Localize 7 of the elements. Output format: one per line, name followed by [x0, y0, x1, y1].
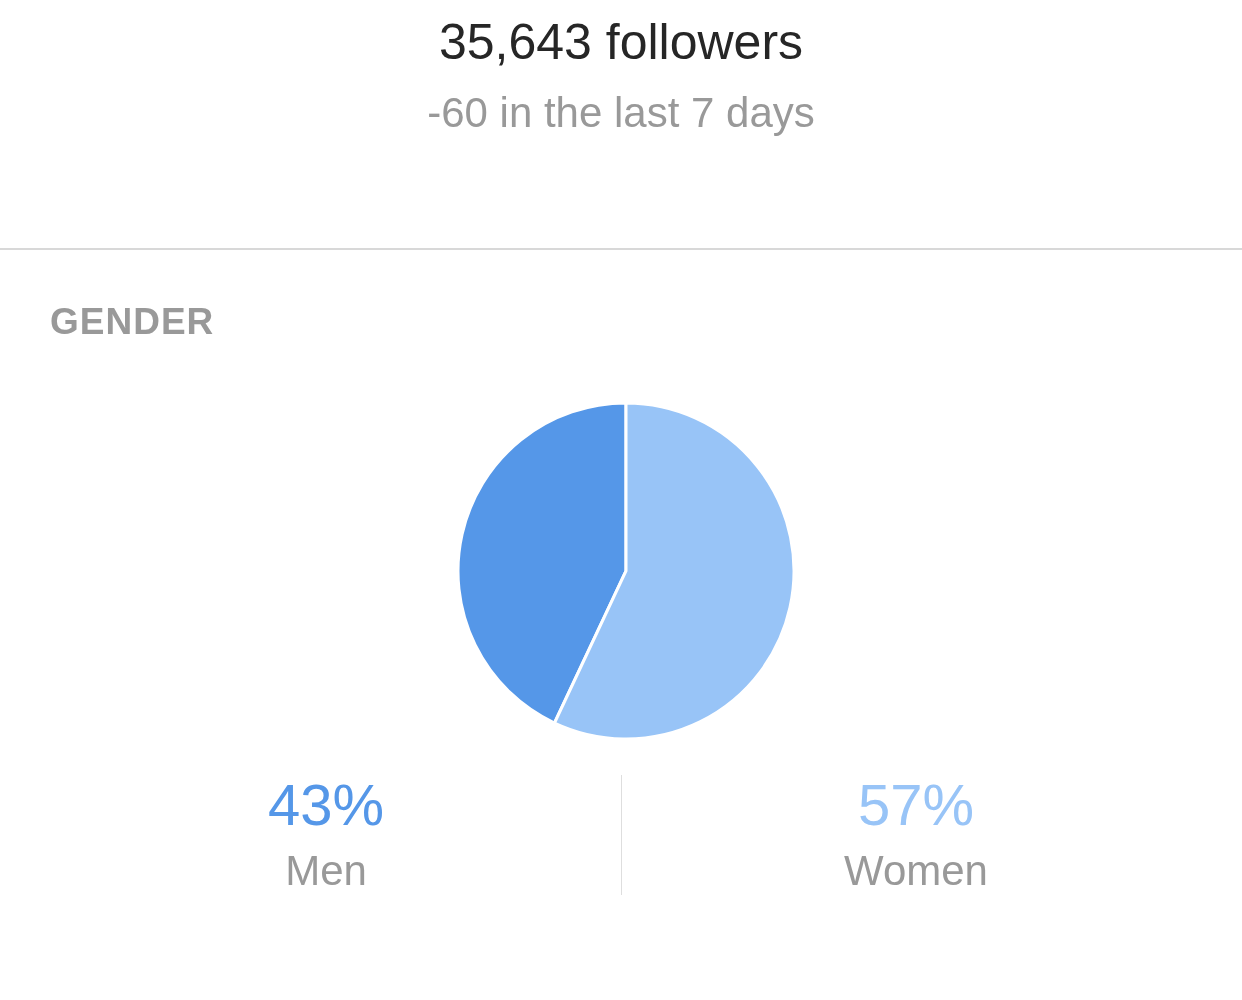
slice-label: Women [844, 847, 988, 894]
text: GENDER [50, 301, 215, 342]
chart-title: 35,643 followers [438, 14, 804, 70]
data-label: 57% [857, 772, 975, 837]
data-label: 43% [267, 772, 385, 837]
chart-subtitle: -60 in the last 7 days [427, 89, 815, 136]
slice-label: Men [285, 847, 367, 894]
